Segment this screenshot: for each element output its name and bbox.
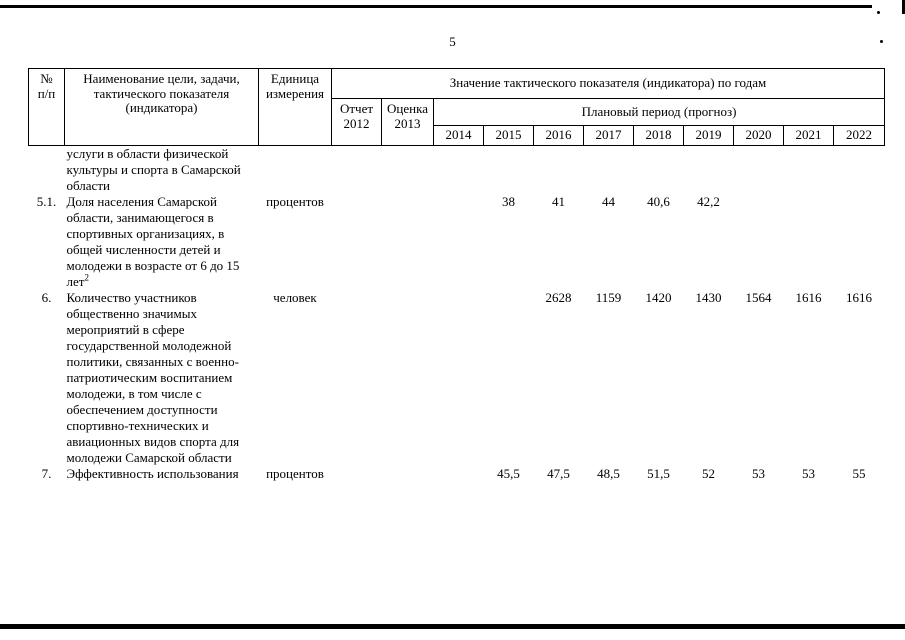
header-year-2016: 2016 [533,125,584,146]
header-year-2014: 2014 [433,125,484,146]
value-cell: 53 [752,466,765,481]
indicator-name-text: Эффективность использования [66,466,239,481]
indicator-name-text: Количество участников общественно значим… [66,290,240,465]
value-cell: 40,6 [647,194,670,209]
value-cell: 1616 [846,290,873,305]
value-cell: 1616 [795,290,822,305]
header-num-line1: № [40,71,53,86]
scan-border-bottom [0,624,905,629]
table-header: № п/п Наименование цели, задачи, тактиче… [28,68,886,146]
table-row: 6. Количество участников общественно зна… [29,290,885,466]
header-year-2019: 2019 [683,125,734,146]
footnote-marker: 2 [84,272,89,283]
header-estimate-year: 2013 [394,115,421,131]
row-number-cell: 7. [41,466,52,481]
value-cell [834,194,885,290]
value-cell: 38 [502,194,515,209]
value-cell [684,146,734,195]
scan-border-top-right [902,0,905,14]
value-cell [634,146,684,195]
value-cell [834,146,885,195]
value-cell: 1564 [745,290,772,305]
value-cell-estimate [382,146,434,195]
value-cell: 1420 [645,290,672,305]
value-cell: 47,5 [547,466,570,481]
value-cell: 2628 [545,290,572,305]
row-number-cell: 6. [41,290,52,305]
indicator-name-cell: услуги в области физической культуры и с… [65,146,259,195]
unit-cell [259,146,332,195]
value-cell: 41 [552,194,565,209]
unit-cell: процентов [266,194,324,209]
value-cell: 45,5 [497,466,520,481]
value-cell-report [332,146,382,195]
indicator-name-cell: Количество участников общественно значим… [65,290,259,466]
value-cell [734,194,784,290]
value-cell [434,466,484,482]
value-cell-estimate [382,194,434,290]
header-estimate-label: Оценка [387,101,428,116]
value-cell [534,146,584,195]
indicator-name-text: услуги в области физической культуры и с… [66,146,241,193]
header-name: Наименование цели, задачи, тактического … [64,68,259,146]
value-cell [584,146,634,195]
value-cell-report [332,290,382,466]
header-year-2020: 2020 [733,125,784,146]
value-cell [484,290,534,466]
indicator-name-text: Доля населения Самарской области, занима… [66,194,240,289]
indicators-table: № п/п Наименование цели, задачи, тактиче… [28,68,886,483]
header-unit: Единица измерения [258,68,332,146]
value-cell: 1159 [595,290,622,305]
indicator-name-cell: Эффективность использования [65,466,259,482]
table-row: 7. Эффективность использования процентов… [29,466,885,482]
header-year-2021: 2021 [783,125,834,146]
scan-artifact-dot [877,11,880,14]
header-year-2018: 2018 [633,125,684,146]
value-cell [434,146,484,195]
header-value-span: Значение тактического показателя (индика… [330,68,886,99]
header-estimate-2013: Оценка 2013 [381,98,434,146]
header-year-2015: 2015 [483,125,534,146]
value-cell: 1430 [695,290,722,305]
value-cell [734,146,784,195]
value-cell-estimate [382,466,434,482]
value-cell: 42,2 [697,194,720,209]
value-cell: 51,5 [647,466,670,481]
value-cell: 48,5 [597,466,620,481]
header-year-2022: 2022 [832,125,886,146]
unit-cell: процентов [266,466,324,481]
page-number: 5 [449,34,456,49]
header-num-line2: п/п [37,85,56,101]
header-year-2017: 2017 [583,125,634,146]
indicator-name-cell: Доля населения Самарской области, занима… [65,194,259,290]
value-cell [484,146,534,195]
value-cell [784,194,834,290]
table-body: услуги в области физической культуры и с… [29,146,885,483]
table-row: услуги в области физической культуры и с… [29,146,885,195]
row-number-cell [29,146,65,195]
header-report-2012: Отчет 2012 [331,98,382,146]
value-cell [434,290,484,466]
value-cell-report [332,466,382,482]
value-cell-report [332,194,382,290]
scan-border-top [0,5,872,8]
value-cell-estimate [382,290,434,466]
value-cell: 55 [852,466,866,481]
header-plan-period: Плановый период (прогноз) [432,98,886,126]
header-report-year: 2012 [343,115,370,131]
value-cell [784,146,834,195]
header-num: № п/п [28,68,65,146]
value-cell [434,194,484,290]
header-report-label: Отчет [339,101,374,116]
value-cell: 52 [702,466,715,481]
value-cell: 44 [602,194,615,209]
value-cell: 53 [802,466,815,481]
unit-cell: человек [273,290,317,305]
table-row: 5.1. Доля населения Самарской области, з… [29,194,885,290]
scan-artifact-dot [880,40,883,43]
row-number-cell: 5.1. [36,194,57,209]
